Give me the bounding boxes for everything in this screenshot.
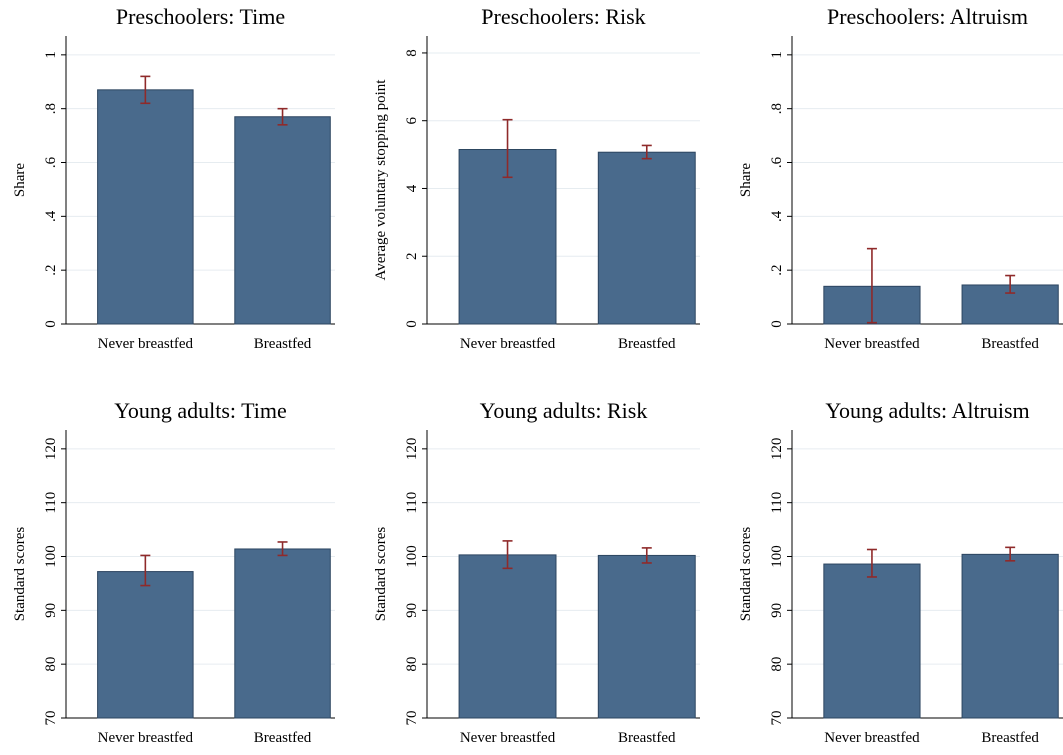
x-category-label: Breastfed	[618, 730, 676, 746]
y-tick-label: .6	[43, 156, 59, 168]
panel-title: Preschoolers: Time	[116, 4, 285, 29]
x-category-label: Never breastfed	[98, 730, 194, 746]
x-category-label: Breastfed	[981, 730, 1039, 746]
y-tick-label: 90	[43, 603, 59, 618]
panel-title: Preschoolers: Altruism	[827, 4, 1028, 29]
bar-breastfed	[597, 554, 696, 719]
y-tick-label: 100	[769, 545, 785, 568]
error-bar	[866, 548, 877, 578]
error-bar	[277, 107, 288, 126]
x-category-label: Never breastfed	[98, 336, 194, 352]
x-category-label: Breastfed	[981, 336, 1039, 352]
y-axis-label: Standard scores	[738, 527, 754, 622]
bar-never-breastfed	[458, 554, 557, 719]
error-bar	[140, 75, 151, 105]
error-bar	[866, 247, 877, 324]
y-tick-label: 100	[43, 545, 59, 568]
y-tick-label: .8	[43, 103, 59, 114]
x-category-label: Breastfed	[618, 336, 676, 352]
y-tick-label: 70	[769, 711, 785, 726]
bar-never-breastfed	[458, 149, 557, 325]
error-bar	[502, 540, 513, 570]
chart-panel-5: 70 80 90 100 110 120 Standard scores Young adul…	[373, 398, 700, 746]
y-tick-label: 110	[769, 492, 785, 514]
bar-never-breastfed	[97, 571, 194, 719]
panel-title: Young adults: Altruism	[825, 398, 1029, 423]
y-axis-label: Share	[12, 163, 28, 197]
bar-never-breastfed	[823, 563, 921, 719]
y-tick-label: 90	[404, 603, 420, 618]
x-category-label: Never breastfed	[824, 336, 920, 352]
y-tick-label: 1	[43, 51, 59, 59]
bar-breastfed	[597, 151, 696, 325]
y-axis-label: Standard scores	[373, 527, 389, 622]
y-tick-label: 80	[43, 657, 59, 672]
x-category-label: Never breastfed	[460, 336, 556, 352]
x-category-label: Never breastfed	[460, 730, 556, 746]
bar-breastfed	[234, 116, 331, 325]
y-tick-label: 120	[43, 438, 59, 461]
panel-title: Young adults: Risk	[480, 398, 648, 423]
bar-breastfed	[961, 553, 1059, 719]
y-tick-label: 100	[404, 545, 420, 568]
chart-panel-3: 0 .2 .4 .6 .8 1 Share Preschoolers: Altruism Nev…	[738, 4, 1063, 352]
panel-title: Young adults: Time	[114, 398, 287, 423]
y-tick-label: .8	[769, 103, 785, 114]
x-category-label: Breastfed	[254, 336, 312, 352]
y-tick-label: 0	[404, 320, 420, 328]
error-bar	[277, 541, 288, 557]
y-tick-label: .2	[43, 265, 59, 276]
y-tick-label: 70	[404, 711, 420, 726]
y-tick-label: .4	[769, 210, 785, 222]
y-tick-label: .4	[43, 210, 59, 222]
y-tick-label: 1	[769, 51, 785, 59]
chart-panel-2: 0 2 4 6 8 Average voluntary stopping point Pre…	[373, 4, 700, 352]
y-tick-label: 80	[404, 657, 420, 672]
y-tick-label: 120	[769, 438, 785, 461]
y-tick-label: 4	[404, 184, 420, 192]
y-axis-label: Average voluntary stopping point	[373, 79, 389, 281]
error-bar	[1005, 274, 1016, 294]
error-bar	[1005, 546, 1016, 562]
bar-never-breastfed	[97, 89, 194, 325]
y-tick-label: 120	[404, 438, 420, 461]
y-axis-label: Share	[738, 163, 754, 197]
y-tick-label: 2	[404, 252, 420, 260]
x-category-label: Breastfed	[254, 730, 312, 746]
y-tick-label: 0	[769, 320, 785, 328]
y-tick-label: 90	[769, 603, 785, 618]
chart-panel-4: 70 80 90 100 110 120 Standard scores Young adul…	[12, 398, 335, 746]
y-tick-label: .6	[769, 156, 785, 168]
panel-title: Preschoolers: Risk	[481, 4, 645, 29]
y-tick-label: 70	[43, 711, 59, 726]
bar-breastfed	[234, 548, 331, 719]
error-bar	[140, 554, 151, 587]
y-tick-label: 8	[404, 49, 420, 57]
chart-panel-1: 0 .2 .4 .6 .8 1 Share Preschoolers: Time Never b…	[12, 4, 335, 352]
error-bar	[641, 144, 652, 160]
y-tick-label: 110	[404, 492, 420, 514]
y-tick-label: 110	[43, 492, 59, 514]
y-tick-label: 0	[43, 320, 59, 328]
y-tick-label: 80	[769, 657, 785, 672]
y-tick-label: .2	[769, 265, 785, 276]
x-category-label: Never breastfed	[824, 730, 920, 746]
chart-panel-6: 70 80 90 100 110 120 Standard scores Young adul…	[738, 398, 1063, 746]
error-bar	[641, 547, 652, 564]
y-axis-label: Standard scores	[12, 527, 28, 622]
y-tick-label: 6	[404, 116, 420, 124]
error-bar	[502, 118, 513, 179]
